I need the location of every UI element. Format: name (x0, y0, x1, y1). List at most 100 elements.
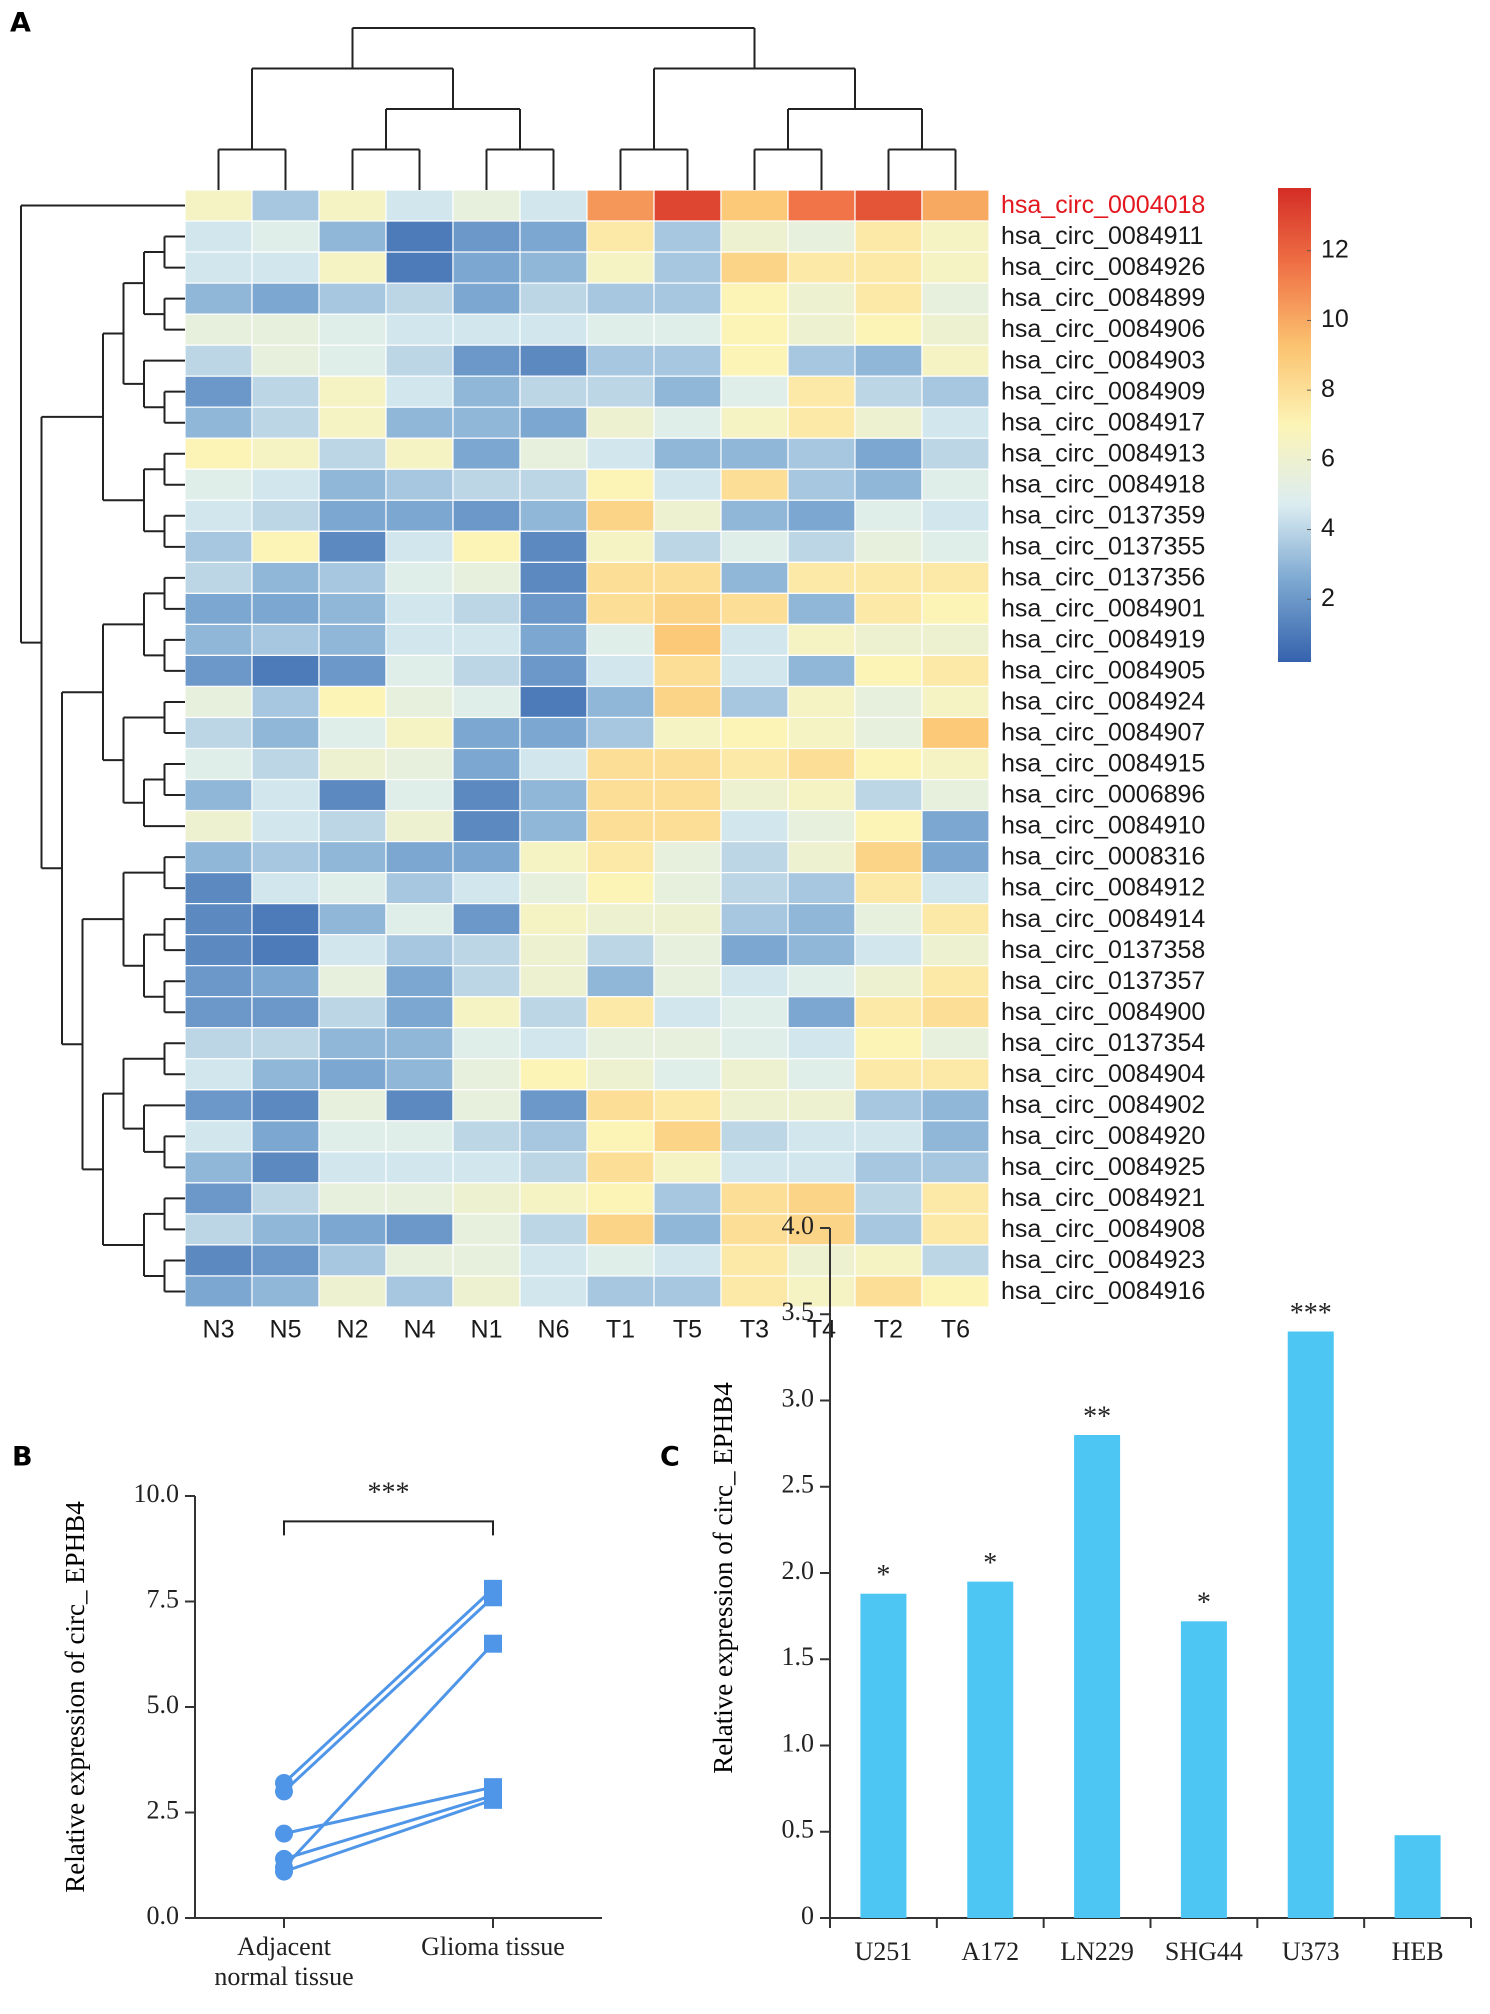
heatmap-cell (184, 903, 253, 936)
y-tick-label: 1.5 (782, 1642, 815, 1671)
heatmap-cell (251, 406, 320, 439)
heatmap-cell (586, 251, 655, 284)
heatmap-cell (452, 1151, 521, 1184)
colorbar (1278, 188, 1311, 662)
heatmap-cell (720, 313, 789, 346)
heatmap-cell (452, 1213, 521, 1246)
column-label: T5 (673, 1316, 702, 1344)
x-tick-label-box: Glioma tissue (421, 1932, 565, 1961)
heatmap-cell (787, 934, 856, 967)
heatmap-cell (854, 1120, 923, 1153)
heatmap-cell (452, 375, 521, 408)
heatmap-cell (787, 437, 856, 470)
column-label: N3 (203, 1316, 235, 1344)
heatmap-cell (318, 1275, 387, 1308)
heatmap-cell (653, 468, 722, 501)
x-tick-label: LN229 (1060, 1937, 1134, 1966)
heatmap-cell (519, 499, 588, 532)
heatmap-cell (251, 220, 320, 253)
heatmap-cell (921, 965, 990, 998)
heatmap-cell (586, 437, 655, 470)
heatmap-cell (854, 499, 923, 532)
heatmap-cell (184, 685, 253, 719)
column-label: T4 (807, 1316, 836, 1344)
heatmap-cell (251, 996, 320, 1029)
row-label: hsa_circ_0084920 (1001, 1122, 1205, 1150)
heatmap-cell (653, 840, 722, 874)
heatmap-cell (452, 1244, 521, 1277)
heatmap-cell (653, 1182, 722, 1215)
heatmap-cell (184, 220, 253, 253)
heatmap-cell (854, 251, 923, 284)
heatmap-cell (653, 685, 722, 719)
heatmap-cell (251, 561, 320, 594)
heatmap-cell (519, 406, 588, 439)
heatmap-cell (519, 313, 588, 346)
heatmap-cell (787, 654, 856, 688)
heatmap-cell (921, 1275, 990, 1308)
heatmap-cell (452, 530, 521, 563)
heatmap-cell (653, 1058, 722, 1091)
heatmap-cell (921, 996, 990, 1029)
heatmap-cell (586, 996, 655, 1029)
heatmap-cell (720, 716, 789, 750)
heatmap-cell (787, 189, 856, 222)
y-tick-label: 3.0 (782, 1383, 815, 1412)
heatmap-cell (519, 778, 588, 812)
heatmap-cell (787, 561, 856, 594)
heatmap-cell (586, 1027, 655, 1060)
row-label: hsa_circ_0084899 (1001, 284, 1205, 312)
heatmap-cell (787, 220, 856, 253)
heatmap-cell (452, 840, 521, 874)
heatmap-cell (318, 872, 387, 905)
heatmap-cell (452, 344, 521, 377)
heatmap-cell (318, 903, 387, 936)
heatmap-cell (854, 437, 923, 470)
heatmap-cell (787, 592, 856, 625)
heatmap-cell (385, 1027, 454, 1060)
heatmap-cell (787, 1244, 856, 1277)
heatmap-cell (653, 251, 722, 284)
heatmap-cell (251, 344, 320, 377)
heatmap-cell (586, 965, 655, 998)
heatmap-cell (720, 561, 789, 594)
heatmap-cell (184, 344, 253, 377)
row-label: hsa_circ_0137355 (1001, 532, 1205, 560)
x-tick-label: SHG44 (1165, 1937, 1243, 1966)
heatmap-cell (653, 965, 722, 998)
heatmap-cell (184, 996, 253, 1029)
significance-label: * (1197, 1588, 1211, 1619)
heatmap-cell (385, 872, 454, 905)
heatmap-cell (921, 220, 990, 253)
significance-label: ** (1083, 1401, 1111, 1432)
heatmap-cell (452, 1275, 521, 1308)
bar (1394, 1835, 1441, 1918)
heatmap-cell (854, 840, 923, 874)
heatmap-cell (385, 1244, 454, 1277)
heatmap-cell (385, 747, 454, 781)
significance-label: * (983, 1548, 997, 1579)
heatmap-cell (452, 872, 521, 905)
heatmap-cell (586, 716, 655, 750)
heatmap-cell (854, 220, 923, 253)
row-label: hsa_circ_0084926 (1001, 253, 1205, 281)
heatmap-cell (854, 1151, 923, 1184)
column-label: T1 (606, 1316, 635, 1344)
heatmap-cell (519, 809, 588, 843)
heatmap-cell (653, 1089, 722, 1122)
heatmap-cell (921, 375, 990, 408)
heatmap-cell (720, 468, 789, 501)
heatmap-cell (921, 189, 990, 222)
x-tick-label: Glioma tissue (421, 1932, 565, 1961)
y-tick-label: 1.0 (782, 1728, 815, 1757)
heatmap-cell (921, 468, 990, 501)
heatmap-cell (586, 1120, 655, 1153)
panel-label: B (12, 1442, 33, 1473)
heatmap-cell (854, 282, 923, 315)
row-label: hsa_circ_0084902 (1001, 1091, 1205, 1119)
heatmap-cell (318, 747, 387, 781)
heatmap-cell (586, 623, 655, 657)
heatmap-cell (720, 1275, 789, 1308)
heatmap-cell (787, 282, 856, 315)
heatmap-cell (653, 189, 722, 222)
